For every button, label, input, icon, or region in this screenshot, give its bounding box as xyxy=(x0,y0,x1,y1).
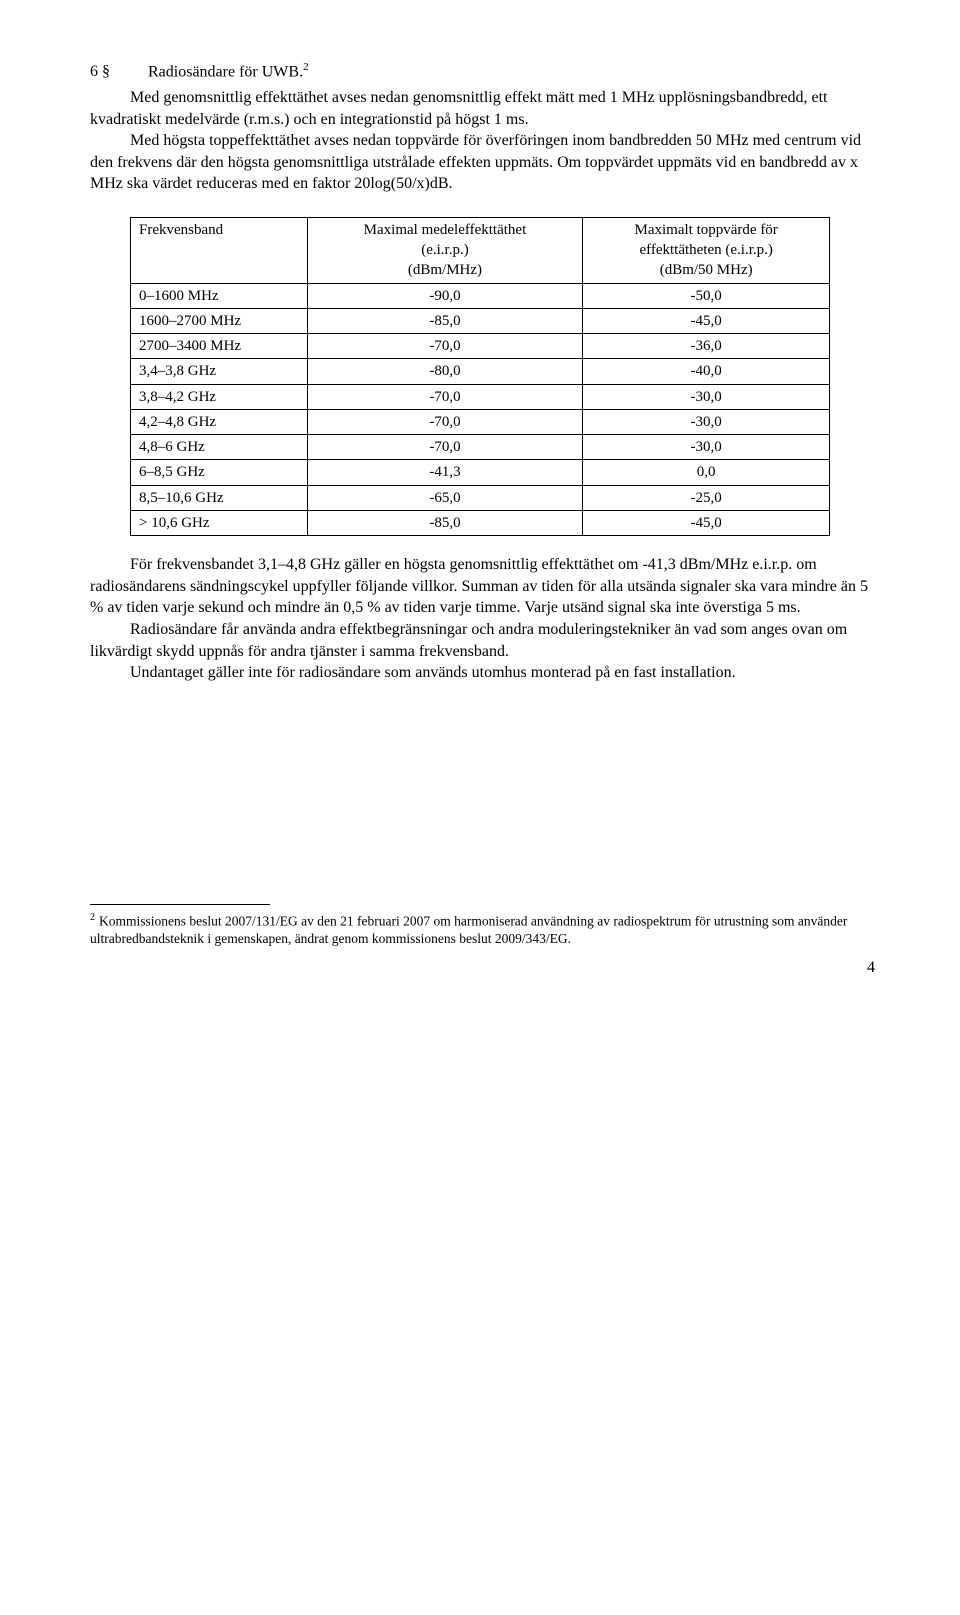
cell-band: 3,8–4,2 GHz xyxy=(131,384,308,409)
cell-mean: -65,0 xyxy=(307,485,583,510)
cell-mean: -41,3 xyxy=(307,460,583,485)
cell-band: > 10,6 GHz xyxy=(131,510,308,535)
footnote-separator xyxy=(90,904,270,905)
cell-peak: -36,0 xyxy=(583,334,830,359)
intro-paragraph-1: Med genomsnittlig effekttäthet avses ned… xyxy=(90,87,875,130)
footnote-number: 2 xyxy=(90,912,99,923)
table-row: 3,4–3,8 GHz -80,0 -40,0 xyxy=(131,359,830,384)
section-number: 6 § xyxy=(90,61,144,83)
header-mean-line1: Maximal medeleffekttäthet xyxy=(364,222,527,238)
cell-mean: -80,0 xyxy=(307,359,583,384)
cell-band: 8,5–10,6 GHz xyxy=(131,485,308,510)
table-body: 0–1600 MHz -90,0 -50,0 1600–2700 MHz -85… xyxy=(131,283,830,536)
frequency-table: Frekvensband Maximal medeleffekttäthet (… xyxy=(130,217,830,536)
cell-peak: -30,0 xyxy=(583,384,830,409)
table-row: 1600–2700 MHz -85,0 -45,0 xyxy=(131,308,830,333)
cell-peak: 0,0 xyxy=(583,460,830,485)
cell-band: 6–8,5 GHz xyxy=(131,460,308,485)
table-row: 2700–3400 MHz -70,0 -36,0 xyxy=(131,334,830,359)
header-peak-line3: (dBm/50 MHz) xyxy=(660,262,753,278)
cell-peak: -45,0 xyxy=(583,510,830,535)
cell-band: 0–1600 MHz xyxy=(131,283,308,308)
header-mean-line2: (e.i.r.p.) xyxy=(421,242,468,258)
cell-mean: -70,0 xyxy=(307,435,583,460)
footnote-text: Kommissionens beslut 2007/131/EG av den … xyxy=(90,913,847,946)
cell-peak: -50,0 xyxy=(583,283,830,308)
table-header-row: Frekvensband Maximal medeleffekttäthet (… xyxy=(131,217,830,283)
body-paragraph-1: För frekvensbandet 3,1–4,8 GHz gäller en… xyxy=(90,554,875,619)
header-band-text: Frekvensband xyxy=(139,222,223,238)
cell-peak: -45,0 xyxy=(583,308,830,333)
header-mean: Maximal medeleffekttäthet (e.i.r.p.) (dB… xyxy=(307,217,583,283)
section-heading: 6 § Radiosändare för UWB.2 xyxy=(90,60,875,83)
cell-mean: -70,0 xyxy=(307,334,583,359)
table-row: > 10,6 GHz -85,0 -45,0 xyxy=(131,510,830,535)
body-paragraph-2: Radiosändare får använda andra effektbeg… xyxy=(90,619,875,662)
table-row: 6–8,5 GHz -41,3 0,0 xyxy=(131,460,830,485)
cell-peak: -30,0 xyxy=(583,435,830,460)
cell-mean: -85,0 xyxy=(307,510,583,535)
table-row: 4,2–4,8 GHz -70,0 -30,0 xyxy=(131,409,830,434)
page-number: 4 xyxy=(90,957,875,979)
cell-mean: -90,0 xyxy=(307,283,583,308)
header-peak: Maximalt toppvärde för effekttätheten (e… xyxy=(583,217,830,283)
cell-peak: -30,0 xyxy=(583,409,830,434)
table-row: 3,8–4,2 GHz -70,0 -30,0 xyxy=(131,384,830,409)
header-peak-line2: effekttätheten (e.i.r.p.) xyxy=(639,242,772,258)
footnote-ref: 2 xyxy=(303,61,309,73)
header-mean-line3: (dBm/MHz) xyxy=(408,262,482,278)
cell-peak: -40,0 xyxy=(583,359,830,384)
intro-paragraph-2: Med högsta toppeffekttäthet avses nedan … xyxy=(90,130,875,195)
cell-band: 4,8–6 GHz xyxy=(131,435,308,460)
cell-mean: -70,0 xyxy=(307,384,583,409)
table-row: 0–1600 MHz -90,0 -50,0 xyxy=(131,283,830,308)
cell-band: 1600–2700 MHz xyxy=(131,308,308,333)
cell-band: 4,2–4,8 GHz xyxy=(131,409,308,434)
table-row: 4,8–6 GHz -70,0 -30,0 xyxy=(131,435,830,460)
footnote: 2Kommissionens beslut 2007/131/EG av den… xyxy=(90,911,875,948)
frequency-table-container: Frekvensband Maximal medeleffekttäthet (… xyxy=(130,217,875,536)
header-band: Frekvensband xyxy=(131,217,308,283)
header-peak-line1: Maximalt toppvärde för xyxy=(635,222,778,238)
cell-band: 2700–3400 MHz xyxy=(131,334,308,359)
body-paragraph-3: Undantaget gäller inte för radiosändare … xyxy=(90,662,875,684)
section-title: Radiosändare för UWB. xyxy=(148,63,303,80)
cell-band: 3,4–3,8 GHz xyxy=(131,359,308,384)
cell-mean: -70,0 xyxy=(307,409,583,434)
cell-mean: -85,0 xyxy=(307,308,583,333)
table-row: 8,5–10,6 GHz -65,0 -25,0 xyxy=(131,485,830,510)
cell-peak: -25,0 xyxy=(583,485,830,510)
